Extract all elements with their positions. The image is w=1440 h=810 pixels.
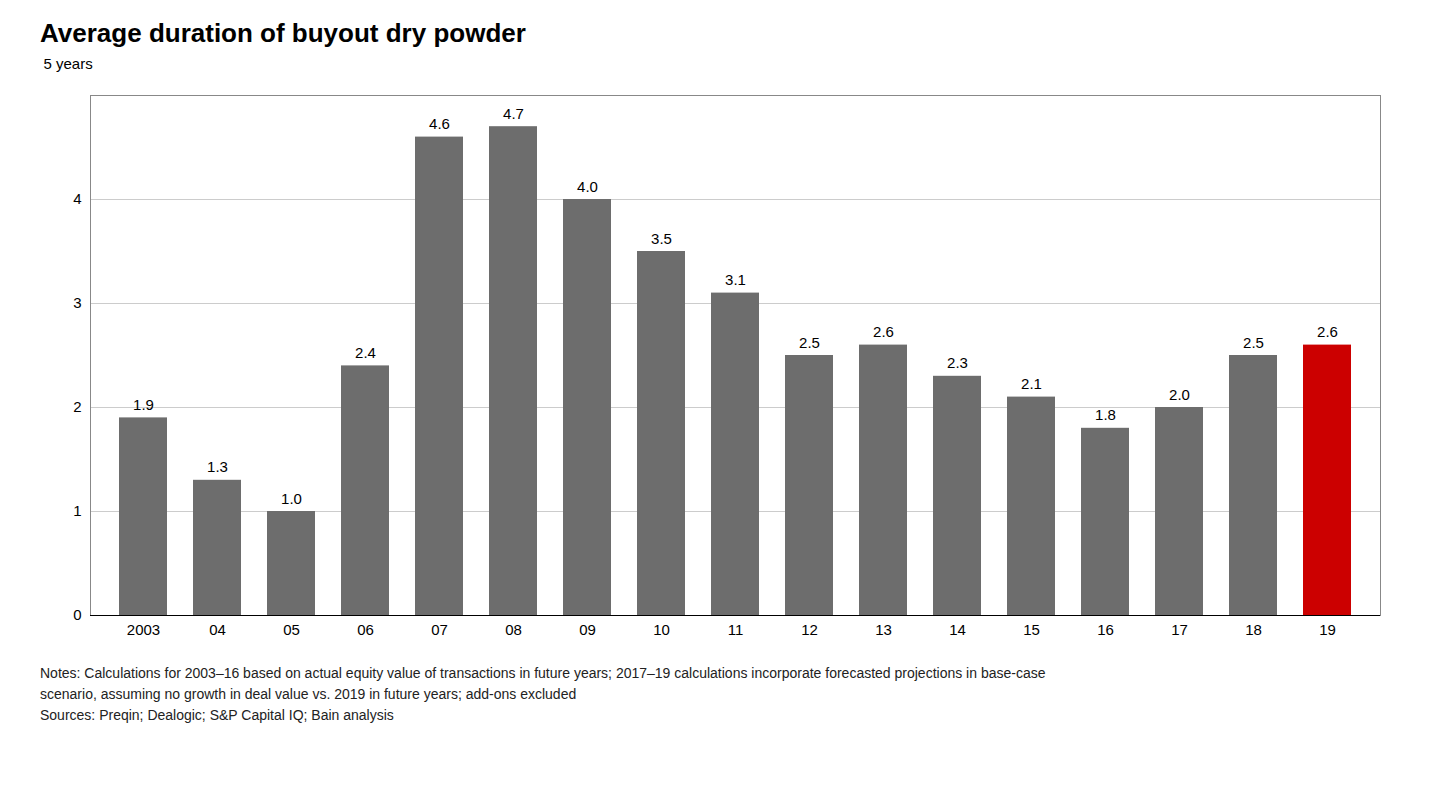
svg-text:0: 0 xyxy=(73,606,81,623)
svg-text:2.0: 2.0 xyxy=(1169,386,1190,403)
svg-text:2.6: 2.6 xyxy=(873,323,894,340)
svg-text:15: 15 xyxy=(1023,621,1040,638)
svg-text:3.5: 3.5 xyxy=(651,230,672,247)
svg-text:11: 11 xyxy=(728,621,744,638)
svg-text:1.9: 1.9 xyxy=(133,396,154,413)
svg-text:05: 05 xyxy=(283,621,300,638)
svg-text:4.0: 4.0 xyxy=(577,178,598,195)
svg-text:17: 17 xyxy=(1171,621,1188,638)
svg-text:1.0: 1.0 xyxy=(281,490,302,507)
svg-text:10: 10 xyxy=(653,621,670,638)
html-text:Average duration of buyout dry: Average duration of buyout dry powder xyxy=(40,18,526,48)
svg-text:16: 16 xyxy=(1097,621,1114,638)
svg-text:2.6: 2.6 xyxy=(1317,323,1338,340)
svg-text:3: 3 xyxy=(73,294,81,311)
html-text:Notes: Calculations for 2003–1: Notes: Calculations for 2003–16 based on… xyxy=(40,665,1046,681)
svg-text:1: 1 xyxy=(73,502,81,519)
svg-text:2.5: 2.5 xyxy=(1243,334,1264,351)
svg-text:2.5: 2.5 xyxy=(799,334,820,351)
svg-text:1.8: 1.8 xyxy=(1095,406,1116,423)
svg-text:4.7: 4.7 xyxy=(503,105,524,122)
svg-text:2003: 2003 xyxy=(127,621,160,638)
svg-text:07: 07 xyxy=(431,621,448,638)
svg-text:19: 19 xyxy=(1319,621,1336,638)
svg-text:5 years: 5 years xyxy=(44,55,93,72)
svg-text:3.1: 3.1 xyxy=(725,271,746,288)
svg-text:09: 09 xyxy=(579,621,596,638)
svg-text:04: 04 xyxy=(209,621,226,638)
svg-text:4.6: 4.6 xyxy=(429,115,450,132)
svg-text:12: 12 xyxy=(801,621,818,638)
svg-text:2: 2 xyxy=(73,398,81,415)
svg-text:2.1: 2.1 xyxy=(1021,375,1042,392)
svg-text:4: 4 xyxy=(73,190,81,207)
svg-text:2.4: 2.4 xyxy=(355,344,376,361)
svg-text:13: 13 xyxy=(875,621,892,638)
svg-text:18: 18 xyxy=(1245,621,1262,638)
svg-text:2.3: 2.3 xyxy=(947,354,968,371)
html-text:Sources: Preqin; Dealogic; S&P: Sources: Preqin; Dealogic; S&P Capital I… xyxy=(40,707,394,723)
svg-text:08: 08 xyxy=(505,621,522,638)
html-text:scenario, assuming no growth i: scenario, assuming no growth in deal val… xyxy=(40,686,577,702)
svg-text:06: 06 xyxy=(357,621,374,638)
svg-text:14: 14 xyxy=(949,621,966,638)
svg-text:1.3: 1.3 xyxy=(207,458,228,475)
